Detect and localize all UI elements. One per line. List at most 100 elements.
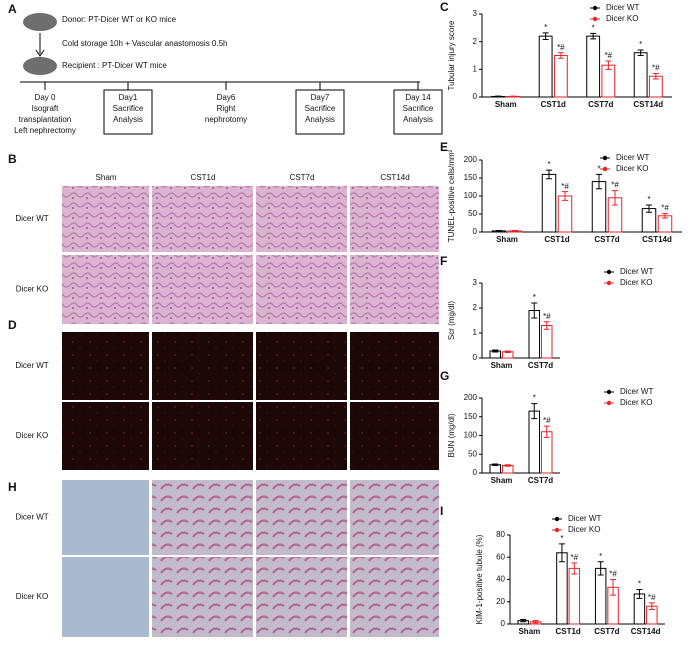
legend-label: Dicer KO [620,278,652,287]
error-bar [646,204,652,213]
legend-swatch [592,5,598,11]
error-bar [531,403,538,420]
x-tick-label: CST7d [594,627,619,636]
y-tick-label: 40 [496,575,505,584]
step-text: Sacrifice [305,104,336,113]
x-tick-label: CST1d [541,100,566,109]
error-bar [637,49,644,56]
micrograph [62,557,149,637]
recipient-text: Recipient : PT-Dicer WT mice [62,61,167,70]
significance-mark: * [638,580,641,589]
micrograph [256,186,347,252]
legend-swatch [554,516,560,522]
y-tick-label: 1 [473,328,478,337]
error-bar [512,230,518,232]
error-bar [532,620,539,624]
bar [568,567,581,625]
error-bar [543,425,550,438]
y-tick-label: 20 [496,597,505,606]
step-text: Day6 [217,93,236,102]
bar [553,55,568,98]
micrograph [152,255,253,324]
mouse-icon [23,57,57,75]
micrograph [62,332,149,400]
error-bar [492,463,499,466]
y-tick-label: 0 [473,92,478,101]
legend-label: Dicer KO [620,398,652,407]
significance-mark: * [592,23,595,32]
y-tick-label: 3 [473,9,478,18]
micrograph [152,186,253,252]
step-box [393,89,443,135]
micrograph [256,255,347,324]
y-tick-label: 50 [468,209,477,218]
error-bar [648,602,655,611]
micrograph [256,557,347,637]
significance-mark: *# [543,416,551,425]
y-tick-label: 0 [473,468,478,477]
error-bar [612,190,618,206]
step-text: Day7 [311,93,330,102]
storage-text: Cold storage 10h + Vascular anastomosis … [62,39,228,48]
legend-swatch [606,400,612,406]
legend-label: Dicer WT [616,153,649,162]
y-tick-label: 2 [473,303,478,312]
error-bar [610,579,617,596]
x-tick-label: Sham [496,235,518,244]
y-axis-label: TUNEL-positive cells/mm² [447,149,456,242]
x-tick-label: CST14d [633,100,663,109]
error-bar [496,230,502,232]
bar [557,195,573,233]
bar [540,325,553,359]
x-tick-label: Sham [495,100,517,109]
legend-label: Dicer WT [620,267,653,276]
error-bar [495,95,502,98]
micrograph [350,186,439,252]
error-bar [652,72,659,80]
step-text: Day 14 [405,93,431,102]
y-tick-label: 0 [501,619,506,628]
significance-mark: *# [609,570,617,579]
y-tick-label: 3 [473,278,478,287]
row-label: Dicer KO [16,431,48,440]
significance-mark: *# [652,64,660,73]
micrograph [350,557,439,637]
error-bar [542,32,549,40]
step-text: Right [217,104,236,113]
significance-mark: *# [557,43,565,52]
y-tick-label: 150 [464,173,478,182]
y-axis-label: KIM-1-positive tubule (%) [475,534,484,624]
step-text: Analysis [113,115,143,124]
error-bar [605,60,612,70]
y-tick-label: 60 [496,552,505,561]
error-bar [590,32,597,40]
bar [633,52,648,98]
y-tick-label: 150 [464,412,478,421]
legend-label: Dicer WT [606,3,639,12]
y-tick-label: 100 [464,191,478,200]
significance-mark: * [597,165,600,174]
panel-label: C [440,0,449,14]
bar [556,552,568,625]
error-bar [636,589,643,599]
error-bar [546,169,552,180]
micrograph [350,402,439,470]
legend-swatch [602,166,608,172]
micrograph [152,480,253,555]
significance-mark: *# [661,204,669,213]
error-bar [492,349,499,353]
legend-label: Dicer KO [616,164,648,173]
micrograph [62,186,149,252]
panel-label: G [440,369,449,383]
significance-mark: *# [648,593,656,602]
panel-label: H [8,480,17,494]
bar [528,410,541,474]
y-axis-label: Tubular injury score [447,20,456,91]
step-text: Left nephrectomy [14,126,76,135]
y-tick-label: 0 [473,227,478,236]
bar [586,35,601,98]
y-tick-label: 1 [473,64,478,73]
legend-swatch [606,280,612,286]
x-tick-label: CST14d [642,235,672,244]
